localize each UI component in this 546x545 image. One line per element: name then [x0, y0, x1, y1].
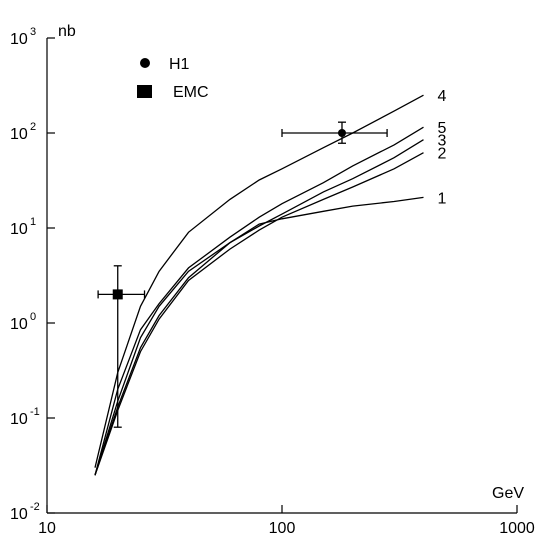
legend-emc-label: EMC [173, 84, 209, 101]
y-tick-label: 10 [10, 31, 28, 48]
y-tick-label: 10 [10, 126, 28, 143]
curve-label-2: 2 [437, 146, 446, 163]
legend-h1-label: H1 [169, 56, 190, 73]
curves: 1 235 4 [94, 88, 446, 476]
y-tick-exponent: 0 [30, 311, 36, 323]
y-tick-exponent: 1 [30, 216, 36, 228]
y-axis-unit: nb [58, 23, 76, 40]
curve-label-3: 3 [437, 133, 446, 150]
curve-2 [94, 152, 424, 476]
x-axis-unit: GeV [492, 485, 524, 502]
curve-label-4: 4 [437, 88, 446, 105]
y-tick-exponent: -2 [30, 501, 40, 513]
y-tick-label: 10 [10, 221, 28, 238]
legend: H1 EMC [137, 56, 209, 101]
y-tick-exponent: 3 [30, 26, 36, 38]
y-tick-exponent: -1 [30, 406, 40, 418]
curve-5 [94, 126, 424, 476]
y-tick-exponent: 2 [30, 121, 36, 133]
data-points [97, 121, 388, 428]
curve-label-5: 5 [437, 120, 446, 137]
y-tick-label: 10 [10, 411, 28, 428]
emc-marker [112, 289, 123, 300]
y-tick-label: 10 [10, 506, 28, 523]
curve-4 [94, 94, 424, 468]
curve-3 [94, 139, 424, 476]
h1-marker [337, 129, 346, 137]
y-tick-label: 10 [10, 316, 28, 333]
curve-label-1: 1 [437, 190, 446, 207]
legend-h1-marker [140, 58, 150, 68]
legend-emc-marker [137, 85, 152, 98]
x-tick-label: 100 [269, 520, 296, 537]
curve-1 [94, 196, 424, 476]
x-tick-label: 10 [38, 520, 56, 537]
x-tick-label: 1000 [499, 520, 535, 537]
